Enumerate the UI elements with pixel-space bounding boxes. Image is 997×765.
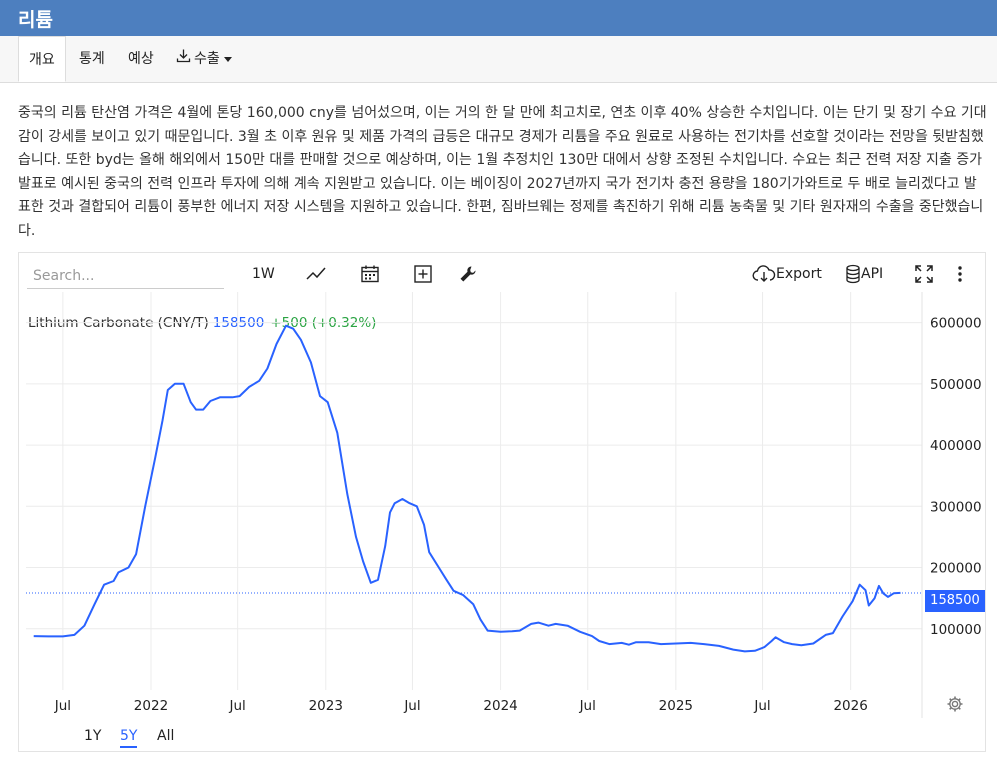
add-indicator-icon[interactable] <box>413 262 433 286</box>
api-button[interactable]: API <box>845 262 883 286</box>
period-1y[interactable]: 1Y <box>84 728 102 744</box>
more-options-icon[interactable] <box>953 262 967 286</box>
database-icon <box>845 264 861 284</box>
chart-container <box>18 252 986 752</box>
y-tick-label: 400000 <box>930 438 982 454</box>
export-label: Export <box>776 266 822 282</box>
chart-type-icon[interactable] <box>305 262 327 286</box>
cloud-download-icon <box>752 265 776 282</box>
api-label: API <box>861 266 884 282</box>
y-tick-label: 300000 <box>930 499 982 515</box>
tab-export[interactable]: 수출 <box>166 36 242 82</box>
x-tick-label: Jul <box>54 698 71 714</box>
y-tick-label: 200000 <box>930 561 982 577</box>
export-button[interactable]: Export <box>752 262 822 286</box>
y-tick-label: 100000 <box>930 622 982 638</box>
tab-overview[interactable]: 개요 <box>18 36 66 82</box>
y-tick-label: 500000 <box>930 377 982 393</box>
period-5y[interactable]: 5Y <box>120 728 138 748</box>
tab-bar: 개요 통계 예상 수출 <box>0 36 997 83</box>
x-tick-label: 2023 <box>309 698 343 714</box>
last-price-tag: 158500 <box>925 590 985 612</box>
x-tick-label: 2024 <box>483 698 517 714</box>
period-all[interactable]: All <box>157 728 175 744</box>
y-tick-label: 600000 <box>930 316 982 332</box>
x-tick-label: 2026 <box>833 698 867 714</box>
description: 중국의 리튬 탄산염 가격은 4월에 톤당 160,000 cny를 넘어섰으며… <box>18 105 987 239</box>
settings-icon[interactable] <box>946 695 964 717</box>
interval-button[interactable]: 1W <box>252 266 275 282</box>
x-tick-label: Jul <box>403 698 420 714</box>
fullscreen-icon[interactable] <box>914 262 934 286</box>
tab-forecast[interactable]: 예상 <box>128 51 154 67</box>
calendar-icon[interactable] <box>360 262 380 286</box>
x-tick-label: Jul <box>753 698 770 714</box>
title-bar: 리튬 <box>0 0 997 36</box>
x-tick-label: 2025 <box>659 698 693 714</box>
download-icon <box>176 36 191 82</box>
x-tick-label: 2022 <box>134 698 168 714</box>
wrench-icon[interactable] <box>458 262 478 286</box>
x-tick-label: Jul <box>229 698 246 714</box>
caret-down-icon <box>223 56 232 62</box>
page-title: 리튬 <box>18 9 53 31</box>
tab-statistics[interactable]: 통계 <box>79 51 105 67</box>
search-input[interactable] <box>27 264 224 289</box>
x-tick-label: Jul <box>579 698 596 714</box>
series-line-lithium-carbonate <box>33 324 901 653</box>
tab-export-label: 수출 <box>194 51 220 67</box>
